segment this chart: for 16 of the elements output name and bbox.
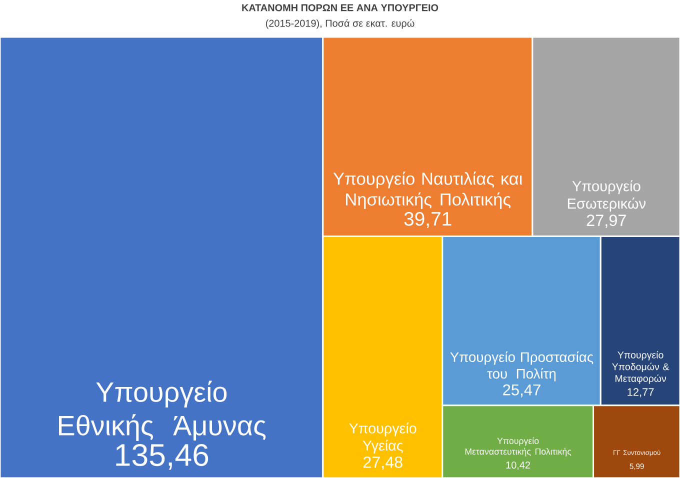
- category-label: Υπουργείο Προστασίας του Πολίτη: [450, 351, 594, 382]
- data-label: 27,97: [586, 214, 626, 228]
- category-label: Υπουργείο Εθνικής Άμυνας: [59, 380, 266, 441]
- data-label: 25,47: [503, 384, 540, 398]
- text: ΚΑΤΑΝΟΜΗ ΠΟΡΩΝ ΕΕ ΑΝΑ ΥΠΟΥΡΓΕΙΟ: [242, 4, 438, 12]
- category-label: Υπουργείο Μεταναστευτικής Πολιτικής: [465, 437, 572, 456]
- category-label: Υπουργείο Ναυτιλίας και Νησιωτικής Πολιτικής: [333, 172, 522, 209]
- data-label: 27,48: [363, 456, 402, 470]
- category-label: Υπουργείο Υγείας: [349, 422, 416, 454]
- data-label: 12,77: [628, 388, 654, 398]
- category-label: Υπουργείο Εσωτερικών: [568, 180, 646, 212]
- text: (2015-2019), Ποσά σε εκατ. ευρώ: [266, 19, 414, 29]
- data-label: 135,46: [116, 444, 208, 470]
- data-label: 10,42: [506, 462, 530, 470]
- category-label: Υπουργείο Υποδομών & Μεταφορών: [612, 350, 670, 384]
- data-label: 39,71: [404, 212, 452, 228]
